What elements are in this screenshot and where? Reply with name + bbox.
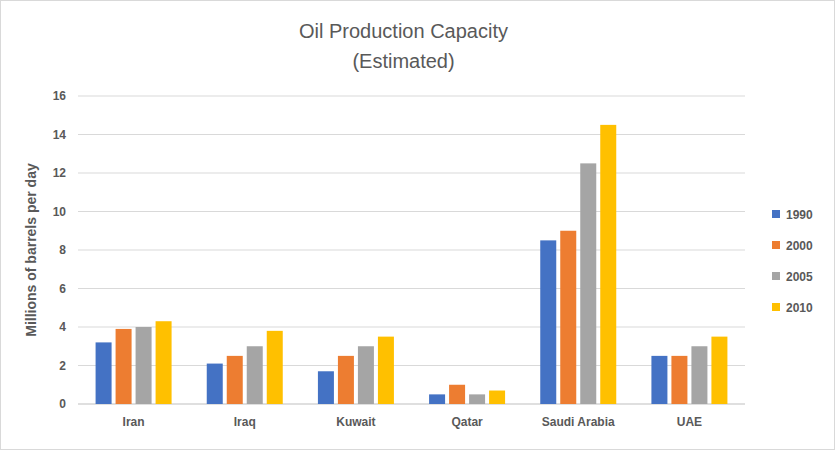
grid-line	[78, 96, 745, 97]
legend-label: 2005	[786, 270, 813, 284]
legend-label: 2010	[786, 301, 813, 315]
bar	[449, 385, 465, 404]
bar	[247, 346, 263, 404]
bars	[96, 125, 728, 404]
bar	[116, 329, 132, 404]
chart-svg: Oil Production Capacity (Estimated) 0 2 4 6 8 1…	[0, 0, 835, 450]
bar	[560, 231, 576, 404]
y-tick-label: 2	[59, 359, 66, 373]
grid-line	[78, 365, 745, 366]
legend-swatch	[772, 241, 780, 249]
grid-line	[78, 404, 745, 405]
bar	[429, 394, 445, 404]
x-tick-label: Qatar	[451, 415, 483, 429]
title: Oil Production Capacity	[299, 20, 508, 42]
legend-swatch	[772, 272, 780, 280]
bar	[489, 391, 505, 404]
bar	[580, 163, 596, 404]
grid-line	[78, 327, 745, 328]
legend-swatch	[772, 210, 780, 218]
grid-line	[78, 250, 745, 251]
x-tick-label: Saudi Arabia	[542, 415, 615, 429]
grid-line	[78, 173, 745, 174]
grid-line	[78, 211, 745, 212]
x-tick-label: UAE	[677, 415, 702, 429]
x-tick-label: Iraq	[234, 415, 256, 429]
bar	[267, 331, 283, 404]
bar	[318, 371, 334, 404]
x-tick-label: Iran	[123, 415, 145, 429]
y-tick-label: 6	[59, 282, 66, 296]
bar	[338, 356, 354, 404]
bar	[207, 364, 223, 404]
x-tick-label: Kuwait	[336, 415, 375, 429]
bar	[227, 356, 243, 404]
bar	[540, 240, 556, 404]
y-tick-label: 14	[53, 128, 67, 142]
grid-line	[78, 288, 745, 289]
bar	[156, 321, 172, 404]
y-tick-label: 10	[53, 205, 67, 219]
y-tick-label: 8	[59, 243, 66, 257]
chart-frame	[1, 1, 835, 450]
bar	[600, 125, 616, 404]
legend-swatch	[772, 303, 780, 311]
bar	[358, 346, 374, 404]
subtitle: (Estimated)	[352, 50, 454, 72]
bar	[378, 337, 394, 404]
legend-label: 1990	[786, 208, 813, 222]
chart-container: Oil Production Capacity (Estimated) 0 2 4 6 8 1…	[0, 0, 835, 450]
y-tick-label: 0	[59, 397, 66, 411]
y-tick-label: 16	[53, 89, 67, 103]
y-tick-label: 12	[53, 166, 67, 180]
grid-line	[78, 134, 745, 135]
bar	[136, 327, 152, 404]
bar	[96, 342, 112, 404]
bar	[469, 394, 485, 404]
legend-label: 2000	[786, 239, 813, 253]
bar	[671, 356, 687, 404]
y-axis-label: Millions of barrels per day	[23, 163, 39, 337]
bar	[711, 337, 727, 404]
bar	[651, 356, 667, 404]
bar	[691, 346, 707, 404]
y-tick-label: 4	[59, 320, 66, 334]
